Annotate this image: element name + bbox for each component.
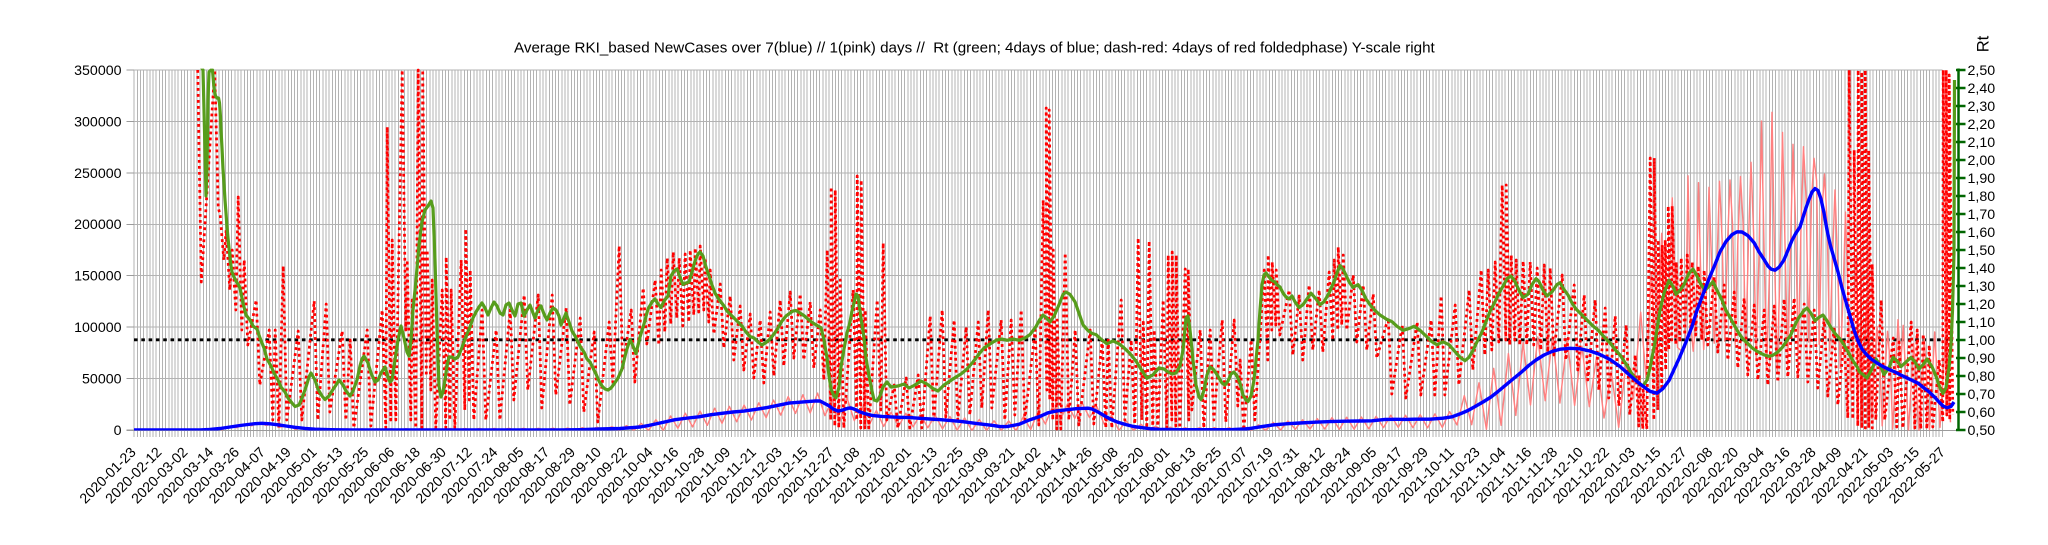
svg-text:350000: 350000 <box>74 63 121 79</box>
svg-text:1,20: 1,20 <box>1968 297 1996 313</box>
svg-text:50000: 50000 <box>82 372 122 388</box>
svg-text:1,50: 1,50 <box>1968 243 1996 259</box>
svg-text:2,20: 2,20 <box>1968 117 1996 133</box>
svg-text:1,40: 1,40 <box>1968 261 1996 277</box>
svg-text:Rt: Rt <box>1975 35 1993 52</box>
svg-text:2,40: 2,40 <box>1968 81 1996 97</box>
svg-text:2,50: 2,50 <box>1968 63 1996 79</box>
svg-text:1,80: 1,80 <box>1968 189 1996 205</box>
svg-text:1,00: 1,00 <box>1968 333 1996 349</box>
svg-text:1,10: 1,10 <box>1968 315 1996 331</box>
svg-text:0: 0 <box>114 423 122 439</box>
svg-text:300000: 300000 <box>74 114 121 130</box>
svg-text:0,90: 0,90 <box>1968 351 1996 367</box>
svg-text:1,90: 1,90 <box>1968 171 1996 187</box>
svg-text:250000: 250000 <box>74 166 121 182</box>
svg-text:Average RKI_based NewCases ove: Average RKI_based NewCases over 7(blue) … <box>514 40 1436 57</box>
svg-text:2,30: 2,30 <box>1968 99 1996 115</box>
svg-text:2,00: 2,00 <box>1968 153 1996 169</box>
svg-text:1,70: 1,70 <box>1968 207 1996 223</box>
svg-text:200000: 200000 <box>74 217 121 233</box>
svg-text:150000: 150000 <box>74 269 121 285</box>
svg-text:1,60: 1,60 <box>1968 225 1996 241</box>
svg-text:0,70: 0,70 <box>1968 387 1996 403</box>
svg-text:0,60: 0,60 <box>1968 405 1996 421</box>
svg-text:0,50: 0,50 <box>1968 423 1996 439</box>
svg-text:2,10: 2,10 <box>1968 135 1996 151</box>
svg-text:0,80: 0,80 <box>1968 369 1996 385</box>
svg-text:100000: 100000 <box>74 320 121 336</box>
svg-text:1,30: 1,30 <box>1968 279 1996 295</box>
